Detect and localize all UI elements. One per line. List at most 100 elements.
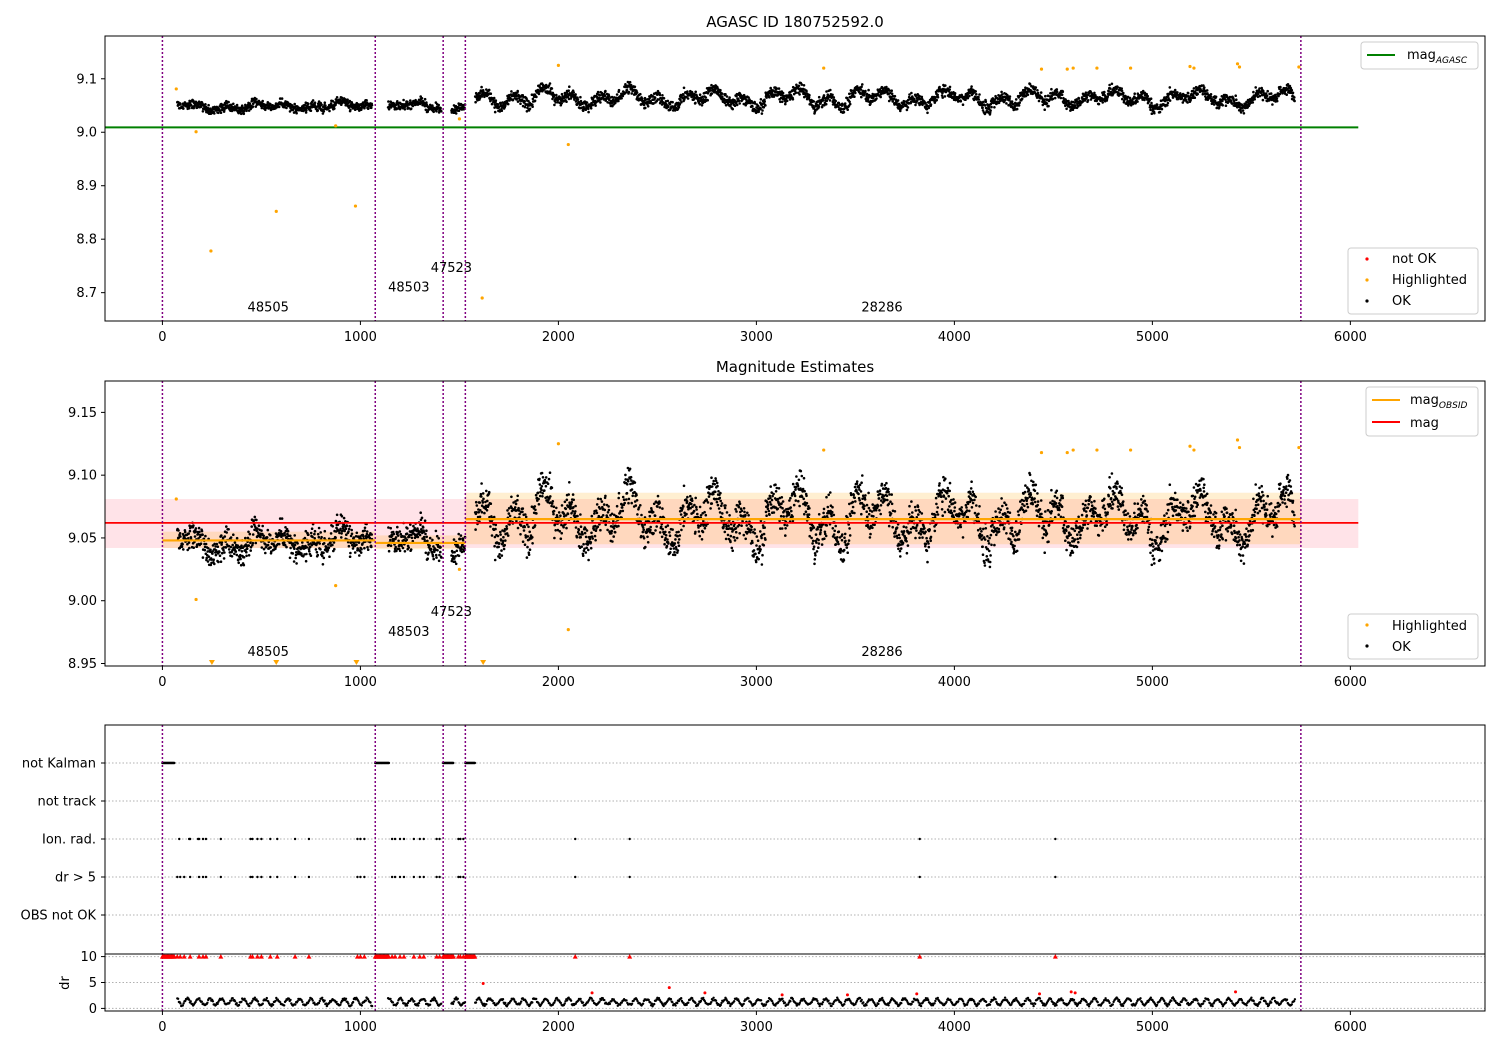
ok-point: [926, 111, 929, 115]
ok-point: [288, 556, 292, 560]
ok-point: [959, 100, 963, 103]
ok-point: [620, 506, 624, 509]
ok-point: [692, 94, 696, 98]
ok-point: [426, 557, 430, 560]
ok-point: [220, 541, 224, 544]
ok-point: [1168, 86, 1172, 89]
ok-point: [733, 104, 737, 107]
ok-point: [744, 103, 747, 107]
ok-point: [300, 552, 303, 555]
ok-point: [220, 534, 223, 537]
ok-point: [989, 109, 992, 112]
agasc-plot-frame: [104, 35, 1486, 322]
ok-point: [208, 550, 212, 553]
ok-point: [890, 89, 893, 92]
ok-point: [309, 554, 313, 557]
ok-point: [1206, 92, 1209, 95]
ok-point: [533, 524, 537, 527]
ok-point: [646, 541, 650, 544]
ok-point: [211, 550, 214, 553]
ok-point: [516, 89, 519, 93]
ok-point: [188, 529, 192, 533]
ok-point: [355, 531, 359, 535]
ok-point: [635, 493, 638, 497]
ok-point: [1106, 95, 1109, 98]
ok-point: [182, 107, 185, 110]
ok-point: [837, 105, 840, 109]
ok-point: [453, 550, 456, 554]
ok-point: [977, 95, 980, 99]
ok-point: [831, 93, 834, 97]
ok-point: [569, 507, 572, 510]
ok-point: [559, 514, 562, 517]
ok-point: [596, 525, 600, 528]
ok-point: [630, 92, 633, 95]
ok-point: [544, 484, 548, 488]
ok-point: [848, 92, 851, 96]
ok-point: [519, 102, 522, 105]
ok-point: [848, 102, 852, 106]
ok-point: [1077, 97, 1081, 100]
ok-point: [344, 520, 347, 523]
highlighted-point: [353, 204, 358, 208]
ok-point: [403, 550, 407, 553]
ok-point: [205, 556, 208, 560]
ok-point: [627, 497, 631, 501]
ok-point: [1293, 96, 1296, 99]
ok-point: [1055, 90, 1059, 94]
ok-point: [953, 92, 957, 95]
ok-point: [829, 88, 832, 92]
ok-point: [1133, 92, 1136, 95]
ok-point: [617, 496, 620, 500]
ok-point: [251, 541, 255, 545]
ok-point: [510, 495, 513, 499]
ok-point: [1059, 96, 1063, 100]
ok-point: [506, 534, 510, 537]
ok-point: [1073, 104, 1077, 107]
ok-point: [394, 536, 398, 539]
ok-point: [678, 534, 682, 537]
ok-point: [252, 519, 255, 523]
ok-point: [1180, 97, 1184, 100]
ok-point: [1290, 88, 1294, 92]
ok-point: [239, 557, 242, 561]
y-tick-label: 8.8: [76, 233, 97, 248]
ok-point: [629, 475, 633, 479]
ok-point: [736, 97, 740, 100]
ok-point: [278, 97, 282, 100]
ok-point: [414, 98, 417, 102]
ok-point: [245, 547, 249, 550]
ok-point: [686, 495, 689, 499]
ok-point: [822, 94, 826, 97]
ok-point: [554, 529, 557, 532]
ok-point: [1036, 91, 1040, 95]
ok-point: [720, 92, 724, 95]
ok-point: [248, 532, 252, 536]
ok-legend-marker: [1365, 299, 1369, 303]
ok-point: [421, 526, 425, 529]
ok-point: [1065, 107, 1068, 111]
ok-point: [322, 542, 326, 545]
ok-point: [348, 524, 352, 528]
ok-point: [1293, 99, 1296, 103]
ok-point: [218, 554, 222, 557]
ok-point: [593, 512, 596, 515]
ok-point: [621, 509, 625, 513]
ok-point: [549, 90, 552, 93]
ok-point: [679, 513, 683, 516]
ok-point: [322, 551, 325, 554]
ok-point: [812, 106, 816, 110]
ok-point: [478, 501, 482, 504]
ok-point: [1261, 98, 1265, 102]
ok-point: [600, 500, 604, 503]
ok-point: [232, 102, 235, 106]
ok-point: [574, 100, 578, 103]
ok-point: [396, 525, 399, 529]
ok-point: [235, 103, 239, 107]
ok-point: [514, 502, 518, 506]
ok-point: [177, 529, 180, 532]
ok-point: [910, 91, 913, 95]
ok-point: [1230, 99, 1233, 103]
ok-point: [1003, 98, 1007, 102]
ok-point: [685, 512, 688, 516]
